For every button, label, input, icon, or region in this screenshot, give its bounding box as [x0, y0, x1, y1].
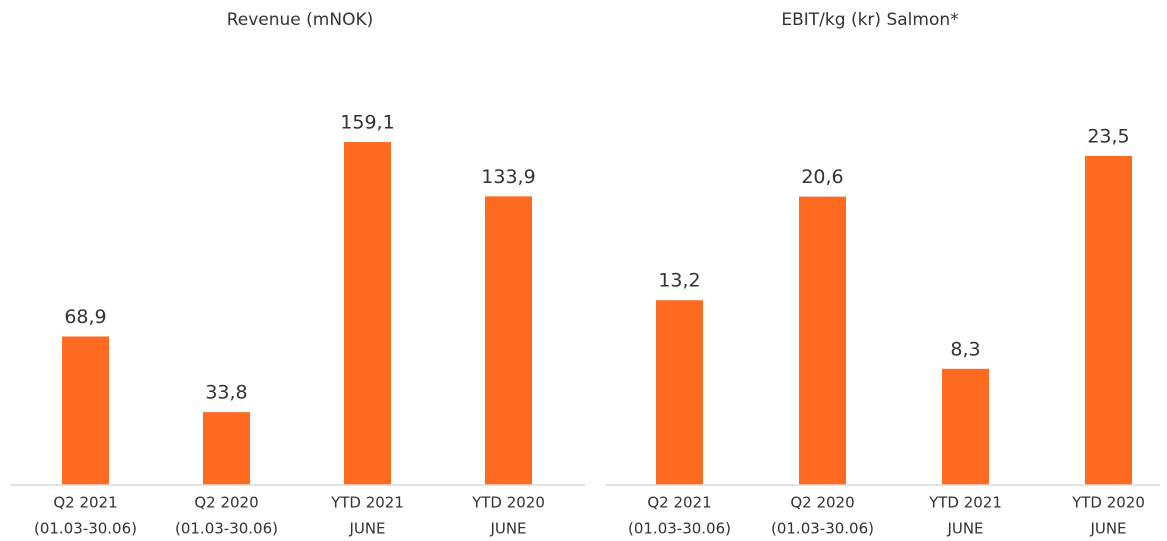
bar — [203, 412, 250, 485]
x-tick-label: (01.03-30.06) — [771, 520, 874, 538]
x-tick-label: YTD 2021 — [928, 494, 1002, 512]
x-tick-label: Q2 2020 — [790, 494, 854, 512]
x-tick-label: JUNE — [348, 520, 385, 538]
x-tick-label: YTD 2020 — [471, 494, 545, 512]
x-tick-label: JUNE — [946, 520, 983, 538]
x-tick-label: Q2 2021 — [647, 494, 711, 512]
data-label: 159,1 — [340, 112, 394, 134]
chart-title: EBIT/kg (kr) Salmon* — [781, 10, 958, 30]
x-tick-label: YTD 2021 — [330, 494, 404, 512]
bar — [344, 142, 391, 485]
data-label: 13,2 — [658, 270, 700, 292]
data-label: 23,5 — [1087, 126, 1129, 148]
data-label: 33,8 — [205, 382, 247, 404]
data-label: 20,6 — [801, 166, 843, 188]
x-tick-label: (01.03-30.06) — [175, 520, 278, 538]
bar — [485, 196, 532, 486]
bar — [1085, 156, 1132, 485]
bar — [656, 300, 703, 485]
chart-title: Revenue (mNOK) — [227, 10, 374, 30]
data-label: 68,9 — [64, 306, 106, 328]
x-tick-label: (01.03-30.06) — [628, 520, 731, 538]
bar — [942, 368, 989, 485]
bar — [62, 336, 109, 485]
bar — [799, 196, 846, 485]
data-label: 133,9 — [481, 166, 535, 188]
data-label: 8,3 — [950, 338, 980, 360]
x-tick-label: (01.03-30.06) — [34, 520, 137, 538]
x-tick-label: Q2 2020 — [194, 494, 258, 512]
x-tick-label: Q2 2021 — [53, 494, 117, 512]
x-tick-label: JUNE — [489, 520, 526, 538]
x-tick-label: JUNE — [1089, 520, 1126, 538]
x-tick-label: YTD 2020 — [1071, 494, 1145, 512]
